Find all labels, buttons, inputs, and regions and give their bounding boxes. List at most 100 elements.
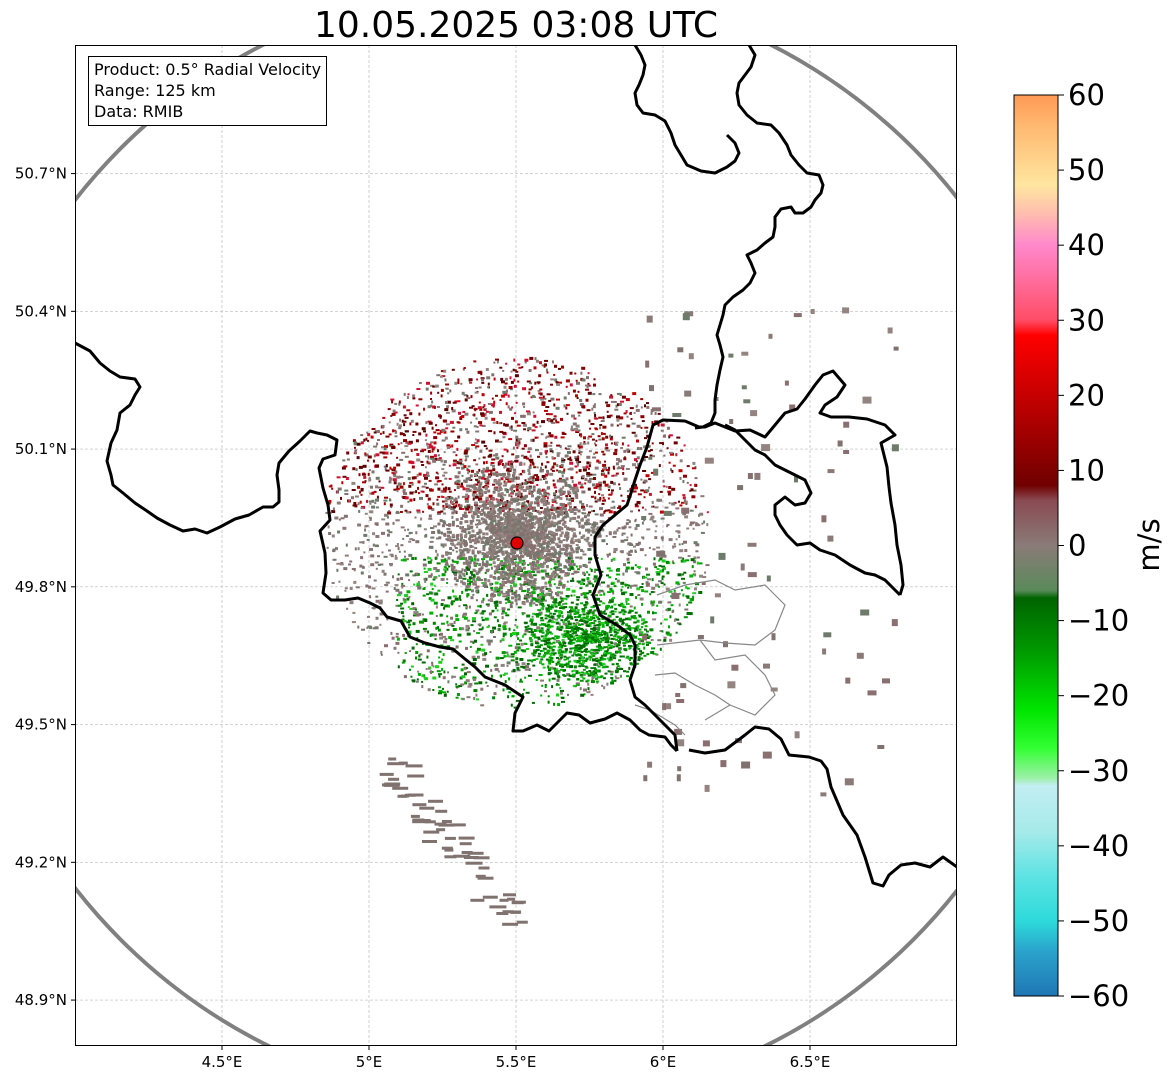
echo-pixel — [401, 584, 406, 587]
echo-pixel — [516, 643, 520, 646]
echo-pixel — [472, 577, 476, 581]
echo-pixel — [438, 686, 441, 689]
echo-pixel — [562, 485, 565, 489]
echo-pixel — [459, 538, 463, 542]
echo-pixel — [583, 436, 586, 440]
echo-pixel — [606, 410, 609, 413]
echo-pixel — [551, 677, 556, 680]
echo-pixel — [521, 634, 524, 638]
echo-pixel — [686, 465, 690, 468]
echo-pixel — [466, 397, 471, 400]
echo-pixel — [511, 596, 514, 600]
echo-pixel — [408, 596, 411, 599]
echo-pixel — [492, 510, 496, 514]
echo-pixel — [572, 551, 575, 554]
echo-pixel — [565, 533, 569, 536]
echo-pixel — [507, 515, 510, 519]
echo-pixel — [626, 552, 631, 555]
echo-pixel — [465, 489, 469, 493]
echo-pixel — [626, 536, 629, 539]
echo-pixel — [541, 564, 545, 568]
echo-pixel — [381, 531, 385, 535]
echo-pixel — [479, 424, 483, 427]
echo-pixel — [458, 460, 463, 462]
echo-pixel — [509, 426, 512, 430]
echo-pixel — [388, 433, 392, 436]
echo-pixel — [530, 575, 534, 579]
echo-pixel — [686, 587, 690, 590]
echo-pixel — [436, 406, 440, 408]
echo-pixel — [559, 526, 563, 530]
echo-pixel — [659, 490, 663, 493]
echo-pixel — [373, 454, 376, 458]
echo-pixel — [433, 405, 436, 409]
echo-pixel — [620, 539, 625, 543]
echo-pixel — [528, 470, 531, 474]
echo-pixel — [600, 420, 605, 422]
echo-pixel — [602, 425, 607, 429]
echo-pixel — [467, 627, 470, 630]
echo-pixel — [478, 520, 481, 524]
echo-pixel — [380, 486, 385, 489]
echo-pixel — [390, 452, 393, 455]
echo-pixel — [545, 533, 549, 537]
echo-pixel — [448, 636, 453, 640]
echo-pixel — [509, 523, 513, 527]
echo-pixel — [510, 587, 514, 589]
echo-pixel — [560, 417, 563, 421]
echo-pixel — [507, 575, 511, 579]
echo-pixel — [447, 624, 450, 627]
echo-pixel — [659, 647, 662, 651]
echo-pixel — [549, 450, 553, 453]
echo-pixel — [478, 475, 482, 479]
echo-pixel — [440, 559, 445, 563]
echo-pixel — [572, 684, 576, 687]
echo-pixel — [538, 524, 542, 528]
echo-pixel — [561, 470, 566, 474]
echo-pixel — [592, 509, 595, 512]
echo-pixel — [614, 408, 619, 411]
echo-pixel — [492, 696, 496, 700]
echo-pixel — [594, 466, 599, 470]
echo-pixel — [530, 586, 535, 589]
echo-pixel — [385, 581, 390, 584]
echo-pixel — [498, 440, 503, 443]
echo-pixel — [557, 495, 560, 499]
echo-pixel — [567, 392, 570, 395]
echo-pixel — [652, 618, 657, 621]
echo-pixel — [497, 577, 501, 581]
echo-pixel — [517, 517, 521, 521]
echo-pixel — [608, 489, 610, 491]
echo-pixel — [570, 641, 575, 644]
echo-pixel — [520, 649, 524, 652]
echo-pixel — [528, 523, 531, 527]
echo-pixel — [498, 501, 502, 505]
echo-pixel — [562, 622, 565, 626]
echo-pixel — [560, 436, 565, 439]
echo-pixel — [596, 638, 600, 641]
echo-pixel — [489, 597, 493, 601]
echo-pixel — [602, 496, 605, 499]
echo-pixel — [463, 495, 468, 498]
echo-pixel — [568, 485, 572, 489]
echo-pixel — [482, 406, 485, 409]
echo-pixel — [436, 670, 441, 673]
echo-pixel — [567, 559, 571, 563]
echo-pixel — [466, 696, 471, 699]
echo-pixel — [678, 592, 681, 595]
echo-pixel — [630, 584, 635, 587]
echo-pixel — [383, 572, 387, 576]
echo-pixel — [454, 475, 457, 479]
echo-pixel — [479, 500, 483, 503]
echo-pixel — [514, 412, 517, 415]
echo-pixel — [648, 478, 652, 481]
echo-pixel — [474, 539, 478, 543]
echo-pixel — [583, 693, 586, 696]
echo-pixel — [375, 545, 379, 548]
echo-pixel — [437, 522, 441, 526]
echo-pixel — [532, 488, 536, 492]
echo-pixel — [668, 538, 673, 542]
echo-pixel — [634, 518, 637, 521]
echo-pixel — [570, 428, 575, 431]
echo-pixel — [418, 432, 422, 436]
